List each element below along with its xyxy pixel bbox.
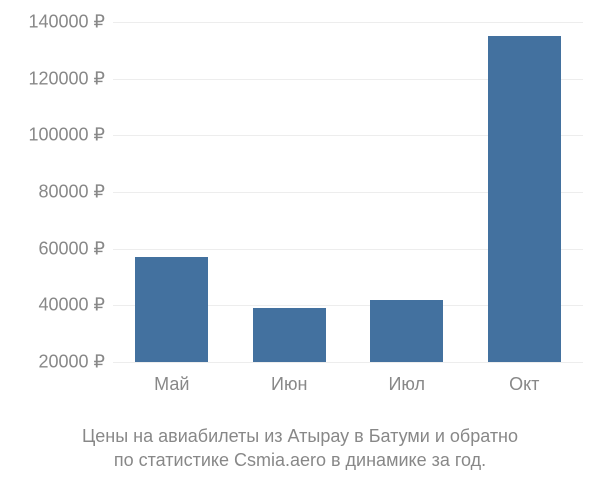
ytick-label: 80000 ₽	[38, 182, 105, 203]
bar	[370, 300, 443, 362]
bar	[488, 36, 561, 362]
xtick-label: Окт	[509, 374, 539, 395]
plot-area: 20000 ₽40000 ₽60000 ₽80000 ₽100000 ₽1200…	[113, 22, 583, 362]
ytick-label: 40000 ₽	[38, 295, 105, 316]
xtick-label: Июл	[388, 374, 425, 395]
gridline	[113, 362, 583, 363]
bar	[135, 257, 208, 362]
ytick-label: 60000 ₽	[38, 238, 105, 259]
caption-line-1: Цены на авиабилеты из Атырау в Батуми и …	[82, 426, 518, 446]
xtick-label: Май	[154, 374, 189, 395]
bar	[253, 308, 326, 362]
chart-caption: Цены на авиабилеты из Атырау в Батуми и …	[0, 424, 600, 473]
xtick-label: Июн	[271, 374, 307, 395]
price-chart: 20000 ₽ 40000 ₽ 60000 ₽ 80000 ₽ 100000 ₽ 1200…	[0, 0, 600, 500]
caption-line-2: по статистике Csmia.aero в динамике за г…	[114, 450, 486, 470]
gridline	[113, 22, 583, 23]
ytick-label: 120000 ₽	[28, 68, 105, 89]
ytick-label: 20000 ₽	[38, 352, 105, 373]
ytick-label: 100000 ₽	[28, 125, 105, 146]
ytick-label: 140000 ₽	[28, 12, 105, 33]
